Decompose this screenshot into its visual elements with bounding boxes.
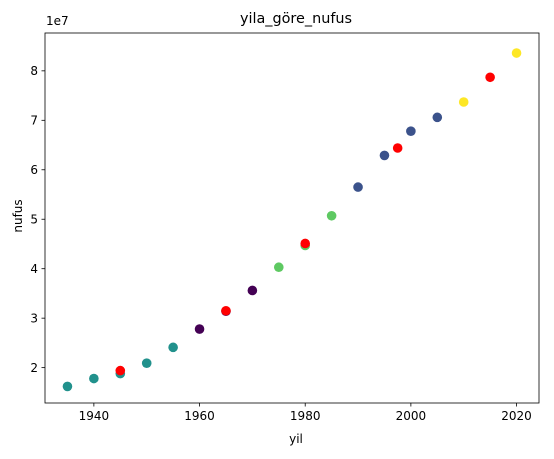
y-tick-label: 6 [30,163,38,177]
data-point-series-2 [300,238,311,249]
y-tick-label: 7 [30,114,38,128]
y-axis-offset-text: 1e7 [46,14,69,28]
data-point-series-1 [273,262,284,273]
data-point-series-1 [194,324,205,334]
x-axis-label: yil [289,432,303,446]
data-point-series-1 [326,210,337,221]
data-point-series-1 [62,381,73,392]
data-point-series-1 [379,150,390,161]
plot-area-frame [44,32,540,404]
x-tick-label: 1960 [184,409,215,423]
data-point-series-1 [406,126,416,136]
data-point-series-1 [247,285,258,296]
data-points [62,48,522,392]
data-point-series-1 [511,48,522,58]
data-point-series-2 [392,143,403,153]
data-point-series-1 [141,358,152,368]
data-point-series-1 [89,373,99,384]
y-tick-label: 8 [30,64,38,78]
data-point-series-2 [221,305,231,316]
x-tick-label: 1940 [79,409,110,423]
x-tick-label: 1980 [290,409,321,423]
axes: 1940 1960 1980 2000 2020 2 3 4 5 6 7 8 [30,64,531,423]
data-point-series-1 [458,97,469,107]
y-tick-label: 3 [30,311,38,325]
data-point-series-1 [168,342,178,353]
data-point-series-1 [353,182,363,192]
x-tick-label: 2000 [396,409,427,423]
data-point-series-1 [432,112,443,123]
y-axis-label: nufus [11,199,25,232]
x-tick-label: 2020 [501,409,532,423]
data-point-series-2 [115,365,126,376]
y-tick-label: 5 [30,213,38,227]
chart-title: yila_göre_nufus [240,11,352,27]
y-tick-label: 4 [30,262,38,276]
y-tick-label: 2 [30,361,38,375]
data-point-series-2 [485,72,495,83]
